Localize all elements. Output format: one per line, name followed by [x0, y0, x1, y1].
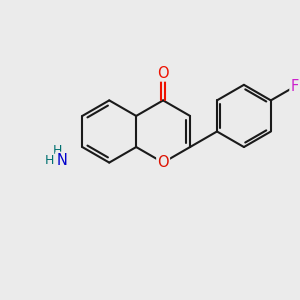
Text: N: N: [56, 153, 67, 168]
Text: F: F: [290, 79, 299, 94]
Text: H: H: [53, 144, 63, 157]
Text: O: O: [157, 65, 169, 80]
Text: H: H: [44, 154, 54, 167]
Text: O: O: [157, 155, 169, 170]
